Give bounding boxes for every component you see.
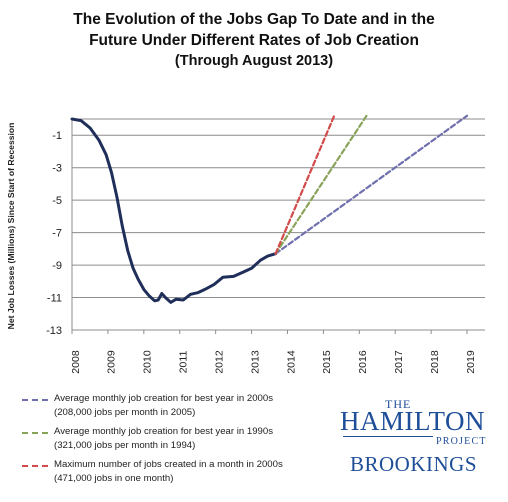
legend-swatch — [22, 399, 48, 401]
jobs-gap-line — [70, 117, 278, 304]
y-tick-label: -9 — [52, 260, 62, 272]
legend-swatch — [22, 465, 48, 467]
brookings-logo: BROOKINGS — [350, 452, 478, 476]
y-tick-label: -1 — [52, 130, 62, 142]
y-tick-label: -3 — [52, 163, 62, 175]
x-tick-label: 2015 — [321, 350, 333, 374]
x-tick-label: 2011 — [178, 351, 190, 374]
legend-label: Average monthly job creation for best ye… — [54, 392, 273, 420]
chart-subtitle: (Through August 2013) — [174, 53, 334, 69]
y-tick-label: -11 — [47, 293, 62, 305]
x-tick-label: 2014 — [285, 350, 297, 374]
y-tick-label: -5 — [52, 195, 62, 207]
legend-label: Maximum number of jobs created in a mont… — [54, 458, 283, 486]
legend-label-line1: Average monthly job creation for best ye… — [54, 393, 274, 404]
projection-line — [274, 114, 469, 255]
chart-title-line2: Future Under Different Rates of Job Crea… — [89, 32, 419, 49]
x-tick-label: 2012 — [213, 350, 225, 374]
projection-line — [274, 114, 336, 255]
legend-label-line2: (471,000 jobs in one month) — [54, 473, 174, 484]
hamilton-logo-project: PROJECT — [436, 436, 487, 447]
legend-label: Average monthly job creation for best ye… — [54, 425, 273, 453]
y-axis-label: Net Job Losses (Millions) Since Start of… — [6, 122, 16, 330]
y-tick-label: -7 — [52, 228, 62, 240]
y-tick-label: -13 — [46, 325, 62, 337]
x-tick-label: 2013 — [249, 350, 261, 374]
x-tick-label: 2018 — [429, 350, 441, 374]
x-tick-label: 2009 — [106, 350, 118, 374]
logo-rule — [343, 436, 433, 437]
x-tick-label: 2010 — [142, 350, 154, 374]
projection-line — [274, 114, 368, 255]
x-tick-label: 2019 — [465, 350, 477, 374]
hamilton-logo: HAMILTON — [340, 406, 486, 436]
x-tick-label: 2017 — [393, 350, 405, 374]
legend-label-line2: (208,000 jobs per month in 2005) — [54, 407, 196, 418]
chart-title: The Evolution of the Jobs Gap To Date an… — [73, 11, 435, 28]
x-tick-label: 2008 — [70, 350, 82, 374]
legend-label-line2: (321,000 jobs per month in 1994) — [54, 440, 196, 451]
x-tick-label: 2016 — [357, 350, 369, 374]
legend-swatch — [22, 432, 48, 434]
hamilton-logo-the: THE — [385, 397, 412, 411]
legend-label-line1: Average monthly job creation for best ye… — [54, 426, 274, 437]
legend-label-line1: Maximum number of jobs created in a mont… — [54, 459, 283, 470]
